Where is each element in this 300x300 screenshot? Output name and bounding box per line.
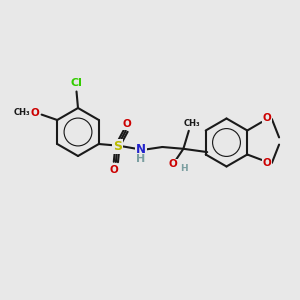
Text: H: H <box>136 154 146 164</box>
Text: O: O <box>263 113 272 124</box>
Text: Cl: Cl <box>70 78 83 88</box>
Text: CH₃: CH₃ <box>14 108 31 117</box>
Text: H: H <box>181 164 188 173</box>
Text: N: N <box>136 143 146 156</box>
Text: O: O <box>263 158 272 169</box>
Text: S: S <box>113 140 122 153</box>
Text: O: O <box>123 119 132 129</box>
Text: CH₃: CH₃ <box>184 119 200 128</box>
Text: O: O <box>110 165 118 175</box>
Text: O: O <box>31 108 39 118</box>
Text: O: O <box>169 159 177 170</box>
